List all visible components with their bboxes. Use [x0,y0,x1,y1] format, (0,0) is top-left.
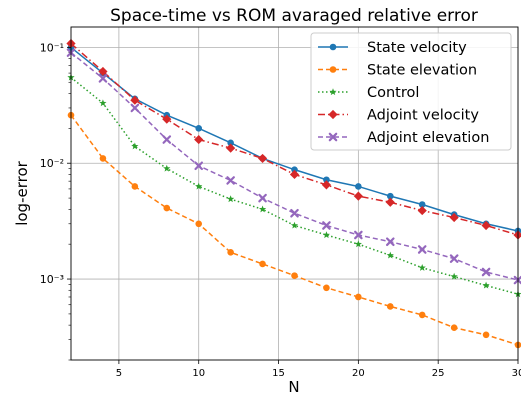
data-point [355,183,362,190]
data-point [418,264,426,271]
data-point [450,272,458,280]
data-point [450,324,458,332]
data-point [99,155,107,162]
y-tick-label: 10⁻² [40,157,64,170]
data-point [321,180,332,190]
data-point [322,231,331,239]
chart-title: Space-time vs ROM avaraged relative erro… [110,6,478,26]
data-point [194,134,204,145]
x-tick-label: 15 [272,368,285,379]
series-line [70,52,519,281]
data-point [482,331,490,339]
data-point [258,193,267,203]
legend-entry: Adjoint velocity [318,108,479,124]
data-point [162,135,172,144]
plot-frame [70,26,519,361]
data-point [290,221,299,229]
legend-label: State elevation [367,63,477,79]
y-tick-label: 10⁻¹ [40,41,64,54]
x-tick-label: 5 [116,368,122,379]
data-point [354,240,362,248]
data-point [257,153,268,164]
x-tick-label: 30 [512,368,521,379]
data-point [417,245,427,254]
legend-entry: Control [318,85,419,101]
data-point [386,303,394,310]
legend-label: State velocity [367,40,467,56]
data-point [482,281,490,289]
x-tick-label: 20 [352,368,365,379]
data-point [449,212,459,223]
data-point [131,142,139,150]
data-point [258,205,267,213]
legend-label: Adjoint elevation [367,130,489,146]
data-point [449,254,459,263]
data-point [385,237,395,247]
data-point [291,272,298,279]
data-point [195,220,203,228]
data-point [418,201,426,208]
legend-marker [328,132,338,142]
data-point [386,251,394,259]
data-point [289,169,300,180]
legend: State velocity State elevation Control Adjo… [310,32,512,151]
data-point [163,164,171,172]
data-point [163,204,171,212]
axis-ticks: 5 10 15 20 25 30 10⁻³ 10⁻² 10⁻¹ [40,41,521,379]
data-point [130,95,140,105]
data-point [227,249,234,256]
legend-marker [329,66,337,73]
series-1 [67,111,521,349]
data-point [513,230,521,240]
data-point [195,182,203,190]
data-point [227,195,235,203]
x-axis-label: N [288,378,299,396]
y-tick-label: 10⁻³ [40,273,64,286]
data-point [417,205,427,216]
series-group [66,38,521,349]
x-tick-label: 25 [432,368,445,379]
data-point [291,166,298,173]
legend-marker [328,109,338,120]
data-point [131,183,139,190]
y-axis-label: log-error [13,160,31,225]
data-point [385,197,395,207]
data-point [98,74,108,83]
data-point [226,176,235,185]
data-point [481,267,491,277]
legend-marker [329,88,337,96]
data-point [195,125,203,132]
data-point [290,208,299,218]
legend-entry: Adjoint elevation [318,130,489,146]
legend-marker [329,43,337,51]
data-point [162,114,172,124]
series-3 [66,38,521,240]
data-point [418,311,426,319]
data-point [259,260,266,268]
data-point [130,103,140,113]
legend-box [310,32,512,151]
x-tick-label: 10 [192,368,205,379]
data-point [322,221,331,230]
data-point [98,66,108,77]
data-point [355,293,362,301]
legend-label: Control [367,85,419,101]
data-point [386,192,394,200]
data-point [226,143,236,153]
legend-entry: State velocity [318,40,467,56]
data-point [481,220,491,231]
data-point [99,99,107,107]
legend-label: Adjoint velocity [367,108,479,124]
data-point [194,161,204,171]
data-point [227,139,234,147]
legend-entry: State elevation [318,63,477,79]
data-point [353,191,363,201]
data-point [323,176,330,184]
data-point [354,230,363,240]
data-point [323,284,330,292]
